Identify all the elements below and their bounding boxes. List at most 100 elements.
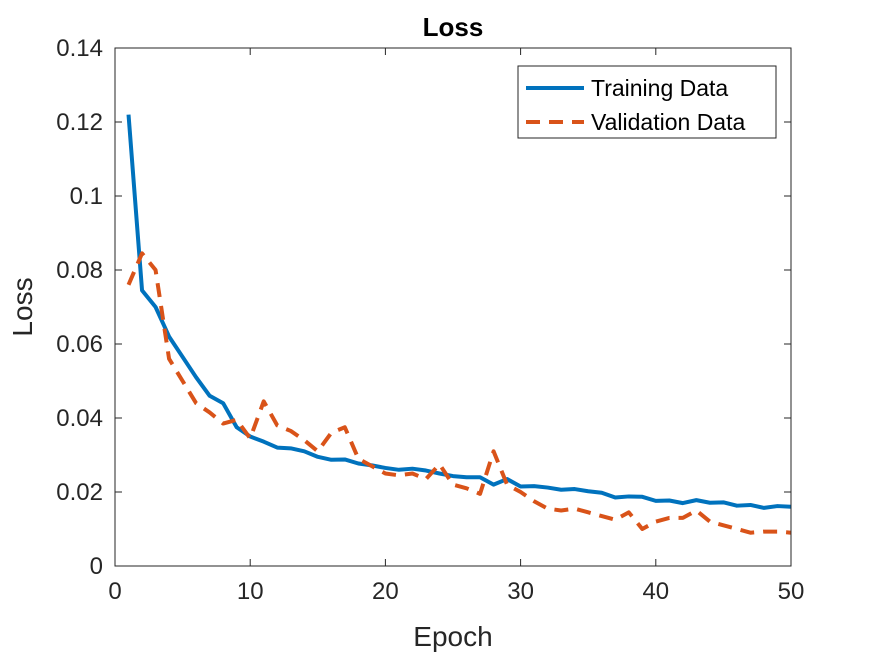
data-point-training-data xyxy=(667,499,671,503)
data-point-training-data xyxy=(356,462,360,466)
data-point-training-data xyxy=(343,457,347,461)
data-point-validation-data xyxy=(167,357,171,361)
data-point-training-data xyxy=(437,472,441,476)
chart-title: Loss xyxy=(423,12,484,42)
legend-box xyxy=(517,65,777,139)
data-point-training-data xyxy=(275,446,279,450)
data-point-training-data xyxy=(492,483,496,487)
data-point-training-data xyxy=(600,491,604,495)
data-point-training-data xyxy=(262,440,266,444)
data-point-validation-data xyxy=(465,486,469,490)
data-point-training-data xyxy=(519,484,523,488)
data-point-training-data xyxy=(154,305,158,309)
data-point-training-data xyxy=(329,458,333,462)
data-point-validation-data xyxy=(735,527,739,531)
data-point-training-data xyxy=(465,475,469,479)
data-point-validation-data xyxy=(492,449,496,453)
data-point-training-data xyxy=(748,503,752,507)
data-point-training-data xyxy=(532,484,536,488)
y-tick-label: 0.08 xyxy=(56,257,103,284)
data-point-training-data xyxy=(721,500,725,504)
data-point-validation-data xyxy=(451,483,455,487)
data-point-validation-data xyxy=(343,425,347,429)
data-point-training-data xyxy=(546,486,550,490)
data-point-validation-data xyxy=(262,399,266,403)
data-point-validation-data xyxy=(424,477,428,481)
data-point-training-data xyxy=(397,468,401,472)
data-point-validation-data xyxy=(505,483,509,487)
data-point-training-data xyxy=(316,455,320,459)
data-point-validation-data xyxy=(397,473,401,477)
y-tick-label: 0.12 xyxy=(56,109,103,136)
data-point-validation-data xyxy=(302,438,306,442)
data-point-validation-data xyxy=(654,520,658,524)
x-tick-label: 0 xyxy=(108,578,121,605)
data-point-training-data xyxy=(586,489,590,493)
data-point-training-data xyxy=(302,449,306,453)
data-point-training-data xyxy=(383,466,387,470)
data-point-validation-data xyxy=(140,251,144,255)
data-point-validation-data xyxy=(410,472,414,476)
x-tick-label: 20 xyxy=(372,578,399,605)
y-tick-label: 0 xyxy=(90,553,103,580)
data-point-training-data xyxy=(289,446,293,450)
data-point-validation-data xyxy=(316,449,320,453)
data-point-training-data xyxy=(410,467,414,471)
data-point-validation-data xyxy=(221,422,225,426)
data-point-training-data xyxy=(478,475,482,479)
data-point-training-data xyxy=(559,488,563,492)
axes-box xyxy=(114,47,792,567)
y-tick-label: 0.04 xyxy=(56,405,103,432)
data-point-validation-data xyxy=(600,514,604,518)
data-point-validation-data xyxy=(275,423,279,427)
data-point-training-data xyxy=(235,425,239,429)
data-point-training-data xyxy=(708,501,712,505)
data-point-training-data xyxy=(451,474,455,478)
data-point-training-data xyxy=(735,504,739,508)
data-point-validation-data xyxy=(667,516,671,520)
legend-label-validation-data: Validation Data xyxy=(591,109,745,135)
data-point-validation-data xyxy=(356,457,360,461)
data-point-validation-data xyxy=(640,527,644,531)
data-point-validation-data xyxy=(721,523,725,527)
data-point-validation-data xyxy=(519,490,523,494)
data-point-validation-data xyxy=(437,462,441,466)
data-point-validation-data xyxy=(329,431,333,435)
data-point-validation-data xyxy=(370,464,374,468)
series-line-validation-data xyxy=(126,251,792,535)
data-point-validation-data xyxy=(775,530,779,534)
data-point-validation-data xyxy=(194,401,198,405)
data-point-validation-data xyxy=(694,509,698,513)
data-point-training-data xyxy=(681,501,685,505)
y-tick-label: 0.02 xyxy=(56,479,103,506)
data-point-training-data xyxy=(762,506,766,510)
data-point-validation-data xyxy=(748,531,752,535)
data-point-validation-data xyxy=(573,507,577,511)
data-point-validation-data xyxy=(181,379,185,383)
x-tick-label: 40 xyxy=(642,578,669,605)
data-point-training-data xyxy=(140,288,144,292)
x-tick-label: 10 xyxy=(237,578,264,605)
data-point-training-data xyxy=(424,469,428,473)
data-point-validation-data xyxy=(478,492,482,496)
x-tick-label: 30 xyxy=(507,578,534,605)
data-point-validation-data xyxy=(681,516,685,520)
data-point-validation-data xyxy=(383,472,387,476)
y-axis-label: Loss xyxy=(7,277,38,336)
y-tick-label: 0.06 xyxy=(56,331,103,358)
data-point-validation-data xyxy=(235,418,239,422)
data-point-validation-data xyxy=(559,509,563,513)
data-point-training-data xyxy=(654,499,658,503)
y-tick-label: 0.14 xyxy=(56,35,103,62)
data-point-validation-data xyxy=(613,518,617,522)
data-point-validation-data xyxy=(154,268,158,272)
data-point-training-data xyxy=(640,495,644,499)
data-point-training-data xyxy=(181,355,185,359)
data-point-validation-data xyxy=(208,410,212,414)
x-axis-label: Epoch xyxy=(413,621,492,652)
data-point-training-data xyxy=(194,375,198,379)
data-point-training-data xyxy=(613,496,617,500)
data-point-training-data xyxy=(627,494,631,498)
